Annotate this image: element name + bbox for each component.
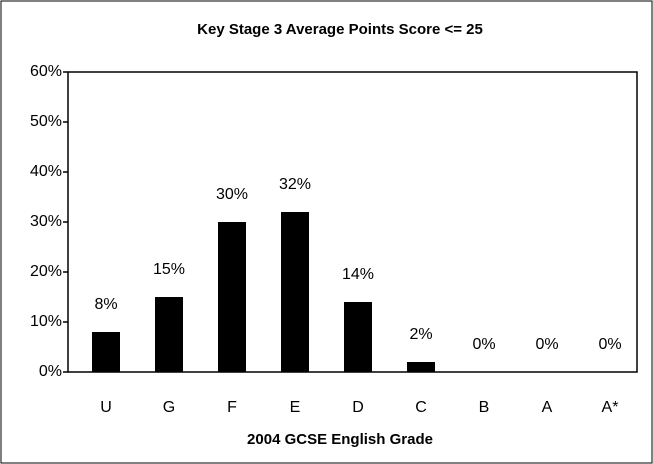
bar <box>92 332 120 372</box>
value-label: 30% <box>216 186 248 203</box>
x-tick-label: U <box>100 399 112 416</box>
y-tick-label: 20% <box>30 263 62 280</box>
bar <box>344 302 372 372</box>
y-tick-label: 50% <box>30 113 62 130</box>
value-label: 8% <box>94 296 117 313</box>
x-tick-label: A <box>542 399 553 416</box>
value-label: 0% <box>535 336 558 353</box>
value-label: 0% <box>472 336 495 353</box>
x-tick-label: G <box>163 399 175 416</box>
bar <box>155 297 183 372</box>
bar <box>218 222 246 372</box>
x-tick-label: D <box>352 399 364 416</box>
chart-title: Key Stage 3 Average Points Score <= 25 <box>197 21 483 38</box>
x-tick-label: C <box>415 399 427 416</box>
y-tick-label: 40% <box>30 163 62 180</box>
x-axis-title: 2004 GCSE English Grade <box>247 431 433 448</box>
y-tick-label: 60% <box>30 63 62 80</box>
y-tick-label: 30% <box>30 213 62 230</box>
value-label: 2% <box>409 326 432 343</box>
x-tick-label: F <box>227 399 237 416</box>
value-label: 32% <box>279 176 311 193</box>
value-label: 0% <box>598 336 621 353</box>
bar <box>281 212 309 372</box>
x-tick-label: E <box>290 399 301 416</box>
y-tick-label: 10% <box>30 313 62 330</box>
value-label: 15% <box>153 261 185 278</box>
value-label: 14% <box>342 266 374 283</box>
x-tick-label: B <box>479 399 490 416</box>
y-tick-label: 0% <box>39 363 62 380</box>
x-tick-label: A* <box>602 399 619 416</box>
bar <box>407 362 435 372</box>
